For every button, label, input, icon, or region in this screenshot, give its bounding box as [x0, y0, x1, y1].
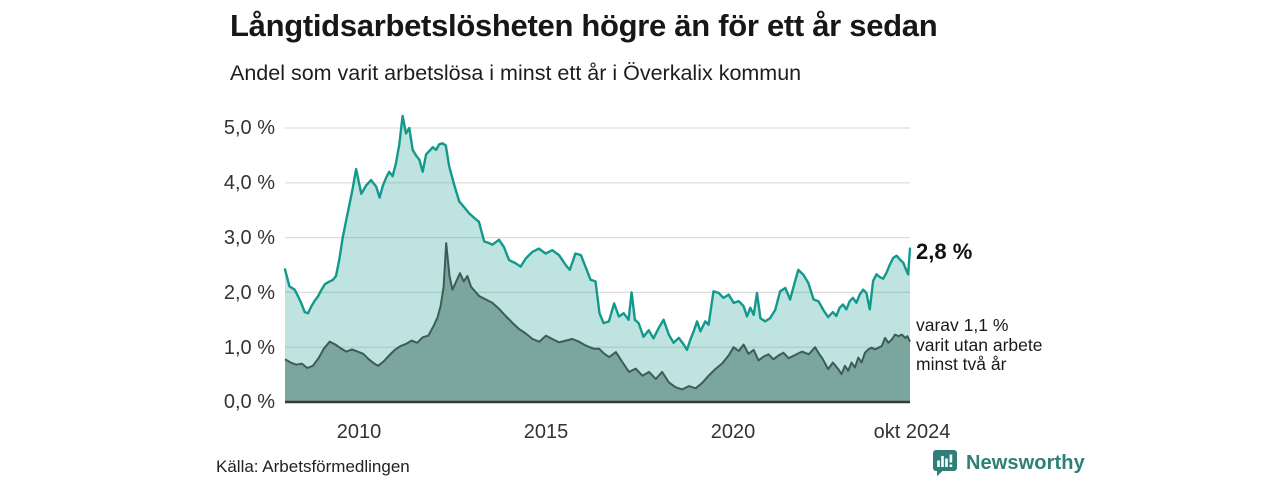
x-axis-tick-label: 2020 — [710, 421, 756, 443]
x-axis-tick-label: 2010 — [336, 421, 382, 443]
y-axis-tick-label: 0,0 % — [223, 391, 275, 413]
y-axis-tick-label: 5,0 % — [223, 117, 275, 139]
area-chart — [283, 114, 912, 404]
subset-value-label: varav 1,1 % varit utan arbete minst två … — [916, 315, 1043, 374]
y-axis-tick-label: 2,0 % — [223, 282, 275, 304]
chart-subtitle: Andel som varit arbetslösa i minst ett å… — [230, 61, 802, 85]
x-axis-tick-label: okt 2024 — [873, 421, 951, 443]
newsworthy-logo-text: Newsworthy — [966, 451, 1085, 474]
latest-value-label: 2,8 % — [916, 239, 973, 264]
y-axis-tick-label: 4,0 % — [223, 172, 275, 194]
page-title: Långtidsarbetslösheten högre än för ett … — [230, 8, 938, 43]
newsworthy-logo-icon — [933, 450, 957, 477]
newsworthy-logo: Newsworthy — [932, 448, 1085, 478]
y-axis-tick-label: 3,0 % — [223, 227, 275, 249]
y-axis-tick-label: 1,0 % — [223, 337, 275, 359]
source-attribution: Källa: Arbetsförmedlingen — [216, 457, 410, 476]
x-axis-tick-label: 2015 — [523, 421, 569, 443]
